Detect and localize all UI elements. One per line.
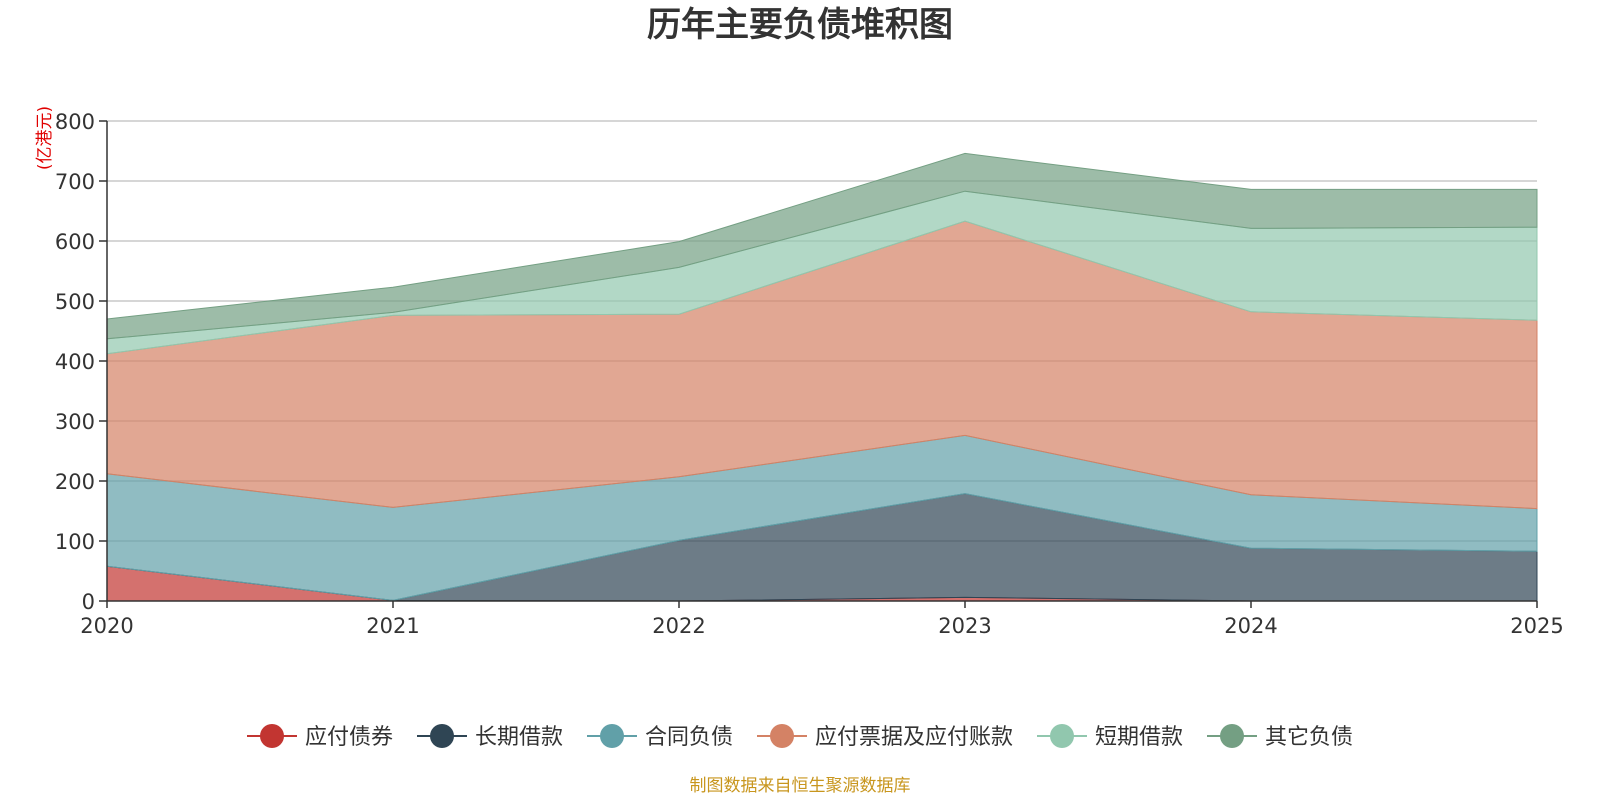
legend-item-长期借款[interactable]: 长期借款 [417,724,563,750]
chart-title: 历年主要负债堆积图 [647,5,953,45]
y-tick-label: 200 [55,470,95,494]
y-tick-label: 500 [55,290,95,314]
area-series-group [106,152,1538,602]
legend-label: 长期借款 [475,725,563,750]
legend-label: 应付债券 [305,725,393,750]
y-tick-label: 600 [55,230,95,254]
area-其它负债 [106,152,1538,340]
legend-marker [430,724,454,748]
axes: 0 100 200 300 400 500 600 700 800 2020 2021 2022 202… [55,110,1564,638]
y-tick-label: 100 [55,530,95,554]
x-tick-label: 2021 [366,614,419,638]
legend-marker [1050,724,1074,748]
legend-label: 应付票据及应付账款 [815,725,1013,750]
legend-item-应付债券[interactable]: 应付债券 [247,724,393,750]
legend-label: 其它负债 [1265,725,1353,750]
y-tick-label: 700 [55,170,95,194]
legend-item-合同负债[interactable]: 合同负债 [587,724,733,750]
legend-marker [770,724,794,748]
y-tick-label: 0 [82,590,95,614]
legend-item-其它负债[interactable]: 其它负债 [1207,724,1353,750]
legend-item-应付票据及应付账款[interactable]: 应付票据及应付账款 [757,724,1013,750]
legend-marker [260,724,284,748]
x-tick-label: 2022 [652,614,705,638]
x-tick-label: 2024 [1224,614,1277,638]
y-axis-unit-label: (亿港元) [35,106,55,170]
x-tick-label: 2025 [1510,614,1563,638]
source-note: 制图数据来自恒生聚源数据库 [690,776,911,796]
y-tick-label: 300 [55,410,95,434]
legend-label: 短期借款 [1095,725,1183,750]
legend[interactable]: 应付债券 长期借款 合同负债 应付票据及应付账款 短期借款 其它负债 [247,724,1353,750]
x-tick-label: 2020 [80,614,133,638]
legend-marker [600,724,624,748]
legend-marker [1220,724,1244,748]
legend-label: 合同负债 [645,725,733,750]
x-tick-label: 2023 [938,614,991,638]
legend-item-短期借款[interactable]: 短期借款 [1037,724,1183,750]
y-tick-label: 400 [55,350,95,374]
y-tick-label: 800 [55,110,95,134]
